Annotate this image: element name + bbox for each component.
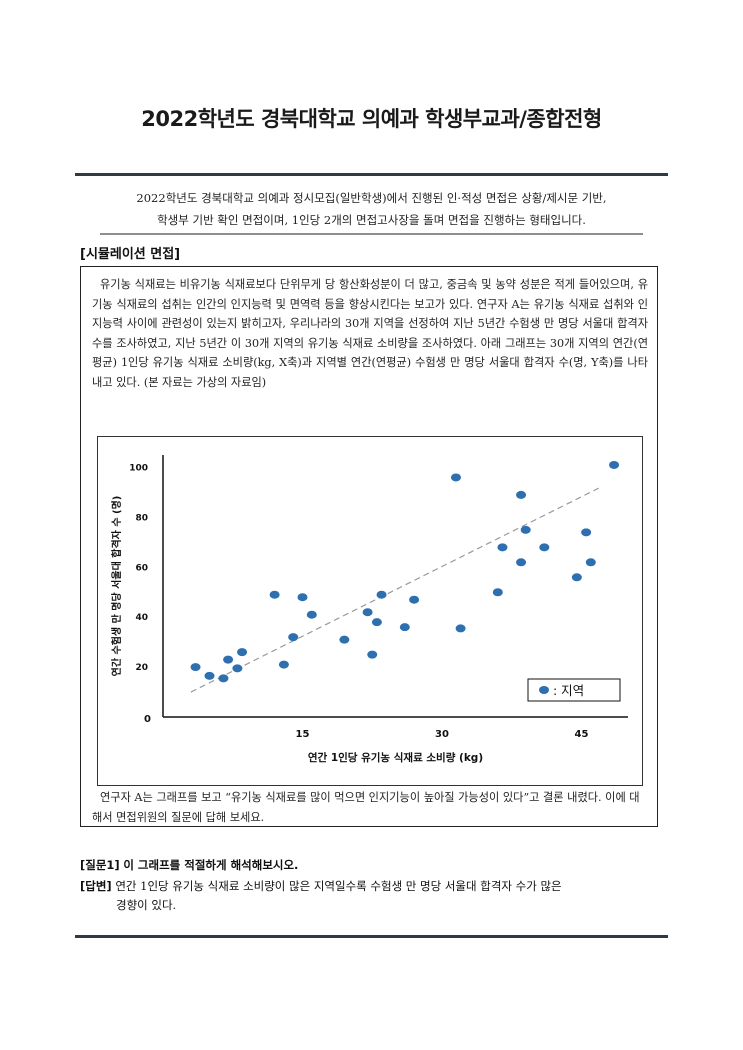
question-text: 이 그래프를 적절하게 해석해보시오. — [123, 858, 299, 872]
legend-box — [527, 678, 621, 702]
answer-line-1: 연간 1인당 유기농 식재료 소비량이 많은 지역일수록 수험생 만 명당 서울… — [115, 879, 562, 893]
y-tick-label: 80 — [135, 513, 148, 523]
data-point — [278, 660, 289, 669]
data-point — [190, 663, 201, 672]
data-point — [492, 588, 503, 597]
y-tick-label: 100 — [129, 463, 148, 473]
data-point — [571, 573, 582, 582]
trend-line — [190, 486, 601, 693]
origin-tick-label: 0 — [144, 714, 151, 725]
legend-label: : 지역 — [553, 683, 584, 698]
data-point — [237, 648, 248, 657]
x-tick-label: 30 — [435, 729, 449, 740]
y-tick-label: 60 — [135, 563, 148, 573]
data-point — [497, 543, 508, 552]
bottom-divider — [75, 935, 668, 938]
intro-line-2: 학생부 기반 확인 면접이며, 1인당 2개의 면접고사장을 돌며 면접을 진행… — [157, 213, 586, 227]
answer-label: [답변] — [80, 879, 112, 893]
data-point — [455, 624, 466, 633]
x-tick-label: 45 — [575, 729, 589, 740]
answer-line-2: 경향이 있다. — [116, 898, 177, 912]
title-divider — [75, 173, 668, 176]
passage-box: 유기농 식재료는 비유기농 식재료보다 단위무게 당 항산화성분이 더 많고, … — [80, 266, 658, 827]
question-1: [질문1] 이 그래프를 적절하게 해석해보시오. — [80, 856, 680, 875]
intro-line-1: 2022학년도 경북대학교 의예과 정시모집(일반학생)에서 진행된 인·적성 … — [136, 191, 607, 205]
data-point — [520, 525, 531, 534]
document-title: 2022학년도 경북대학교 의예과 학생부교과/종합전형 — [141, 107, 602, 131]
data-point — [362, 608, 373, 617]
data-point — [516, 558, 527, 567]
y-axis-label: 연간 수험생 만 명당 서울대 합격자 수 (명) — [110, 496, 123, 677]
answer-1: [답변] 연간 1인당 유기농 식재료 소비량이 많은 지역일수록 수험생 만 … — [80, 877, 680, 915]
x-axis-label: 연간 1인당 유기농 식재료 소비량 (kg) — [308, 751, 483, 764]
data-point — [223, 655, 234, 664]
intro-divider — [100, 233, 643, 235]
section-heading: [시뮬레이션 면접] — [80, 247, 181, 262]
data-point — [450, 473, 461, 482]
y-tick-label: 40 — [135, 613, 148, 623]
data-point — [399, 623, 410, 632]
data-point — [306, 610, 317, 619]
x-tick-label: 15 — [296, 729, 310, 740]
data-point — [539, 543, 550, 552]
scatter-chart-svg: 0 15 30 45 20 40 60 80 100 연간 1인당 유기농 식재료 소비량 (kg… — [110, 455, 628, 764]
data-point — [409, 595, 420, 604]
data-point — [585, 558, 596, 567]
data-point — [339, 635, 350, 644]
data-point — [516, 490, 527, 499]
data-point — [609, 460, 620, 469]
legend-marker — [539, 686, 549, 694]
data-point — [371, 618, 382, 627]
conclusion-text: 연구자 A는 그래프를 보고 “유기농 식재료를 많이 먹으면 인지기능이 높아… — [92, 791, 640, 824]
data-point — [218, 674, 229, 683]
data-point — [269, 590, 280, 599]
scatter-chart: 0 15 30 45 20 40 60 80 100 연간 1인당 유기농 식재료 소비량 (kg… — [97, 436, 643, 786]
data-point — [367, 650, 378, 659]
y-tick-label: 20 — [135, 663, 148, 673]
intro-text: 2022학년도 경북대학교 의예과 정시모집(일반학생)에서 진행된 인·적성 … — [100, 187, 643, 231]
data-point — [581, 528, 592, 537]
passage-text: 유기농 식재료는 비유기농 식재료보다 단위무게 당 항산화성분이 더 많고, … — [92, 278, 648, 389]
data-point — [376, 590, 387, 599]
data-point — [232, 664, 243, 673]
data-point — [204, 671, 215, 680]
data-point — [288, 633, 299, 642]
question-label: [질문1] — [80, 858, 120, 872]
data-point — [297, 593, 308, 602]
